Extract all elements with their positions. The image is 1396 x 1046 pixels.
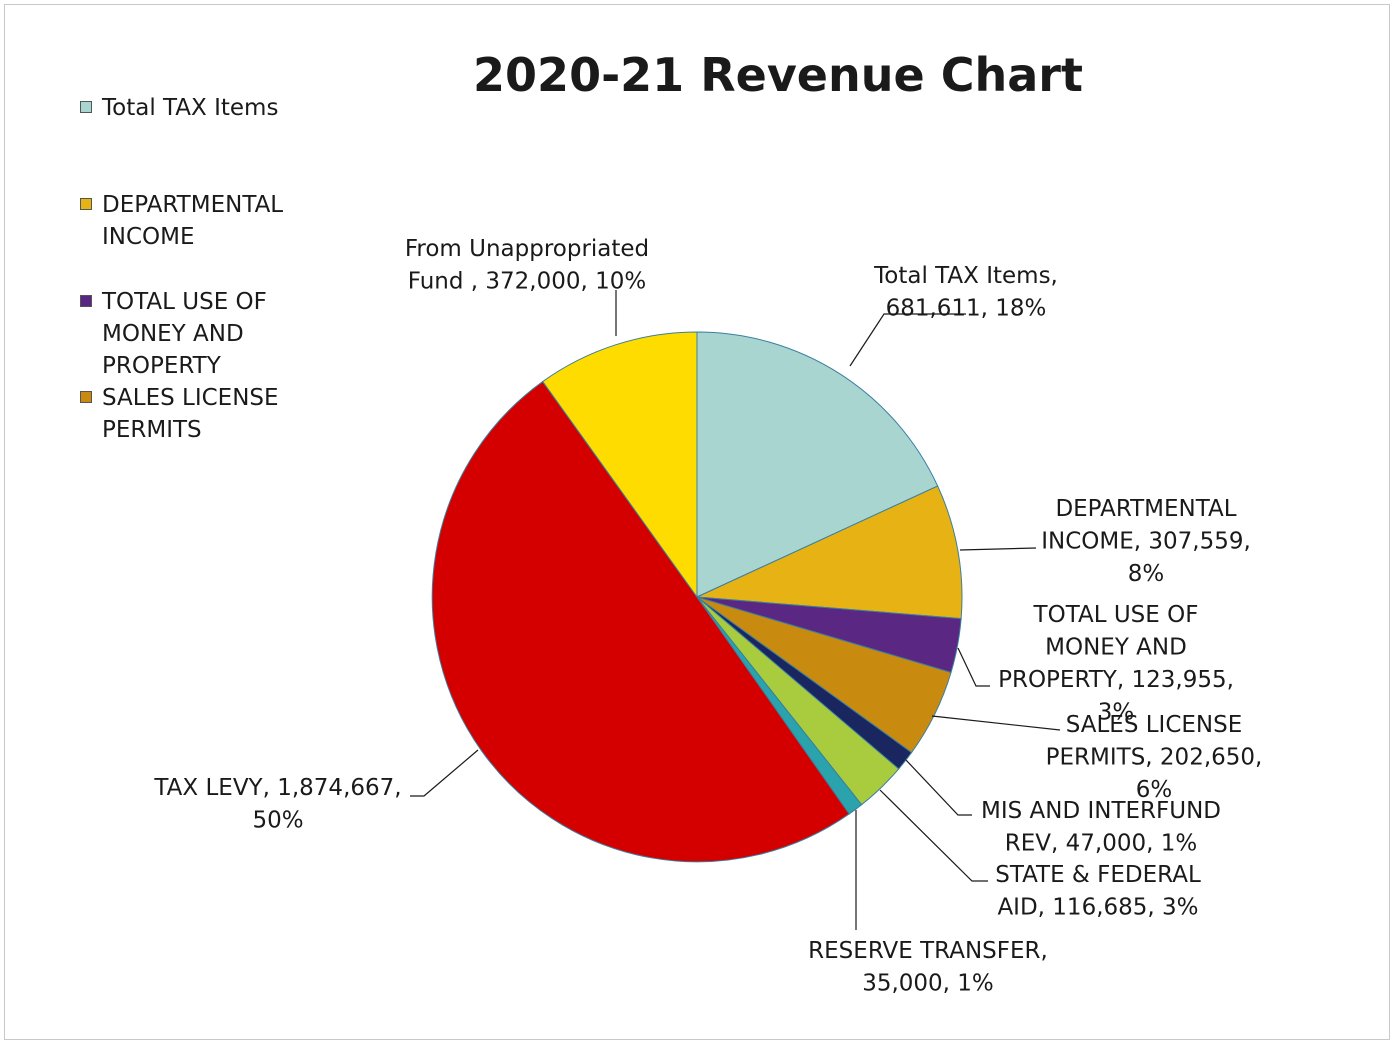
data-label-line: TAX LEVY, 1,874,667, — [153, 775, 401, 801]
legend-label-total-tax: Total TAX Items — [102, 95, 279, 121]
data-label-line: PERMITS, 202,650, — [1046, 745, 1263, 771]
data-label-line: MIS AND INTERFUND — [981, 798, 1221, 824]
chart-frame — [4, 4, 1390, 1040]
legend-item-use-of-money: TOTAL USE OF MONEY AND PROPERTY — [80, 286, 267, 382]
data-label-line: INCOME, 307,559, — [1041, 529, 1251, 555]
data-label-total-tax-items: Total TAX Items, 681,611, 18% — [873, 263, 1058, 322]
leader-line-tax-levy — [410, 749, 479, 797]
pie-slice-total-tax-items — [696, 331, 939, 598]
leader-line-state-federal-aid — [879, 789, 988, 882]
data-label-mis-and-interfund-rev: MIS AND INTERFUND REV, 47,000, 1% — [981, 798, 1221, 857]
legend-swatch-sales-license — [80, 391, 92, 403]
legend-swatch-total-tax — [80, 101, 92, 113]
pie-slice-tax-levy — [431, 380, 850, 863]
data-label-tax-levy: TAX LEVY, 1,874,667, 50% — [153, 775, 401, 834]
data-label-line: MONEY AND — [1045, 635, 1187, 661]
data-label-line: PROPERTY, 123,955, — [998, 667, 1234, 693]
data-label-state-federal-aid: STATE & FEDERAL AID, 116,685, 3% — [995, 862, 1201, 921]
leader-line-total-use-of-money-and-property — [957, 647, 990, 687]
legend-item-sales-license: SALES LICENSE PERMITS — [80, 382, 279, 446]
data-label-line: Total TAX Items, — [873, 263, 1058, 289]
data-label-line: Fund , 372,000, 10% — [408, 269, 647, 295]
data-label-line: From Unappropriated — [405, 236, 649, 262]
data-label-line: 50% — [252, 808, 303, 834]
data-label-line: 35,000, 1% — [862, 971, 994, 997]
data-label-line: RESERVE TRANSFER, — [808, 938, 1048, 964]
data-label-line: 8% — [1128, 561, 1165, 587]
legend-label-sales-license: SALES LICENSE PERMITS — [102, 385, 279, 443]
data-label-line: 6% — [1136, 777, 1173, 803]
leader-line-mis-and-interfund-rev — [905, 759, 972, 816]
legend-label-use-of-money: TOTAL USE OF MONEY AND PROPERTY — [102, 289, 267, 379]
leader-line-sales-license-permits — [931, 715, 1061, 731]
leader-line-total-tax-items — [849, 313, 966, 367]
legend-label-departmental-income: DEPARTMENTAL INCOME — [102, 192, 284, 250]
data-label-total-use-of-money-and-property: TOTAL USE OF MONEY AND PROPERTY, 123,955, 3… — [998, 602, 1234, 726]
data-label-line: AID, 116,685, 3% — [997, 895, 1198, 921]
data-label-line: 3% — [1098, 700, 1135, 726]
legend-swatch-use-of-money — [80, 295, 92, 307]
chart-title: 2020-21 Revenue Chart — [473, 48, 1083, 102]
legend-item-total-tax: Total TAX Items — [80, 92, 278, 124]
data-label-departmental-income: DEPARTMENTAL INCOME, 307,559, 8% — [1041, 496, 1251, 587]
data-label-line: DEPARTMENTAL — [1055, 496, 1236, 522]
pie-slice-departmental-income — [695, 485, 963, 620]
data-label-line: STATE & FEDERAL — [995, 862, 1201, 888]
data-label-line: 681,611, 18% — [886, 296, 1047, 322]
legend-swatch-departmental-income — [80, 198, 92, 210]
pie-slice-from-unappropriated-fund — [542, 331, 698, 599]
legend-item-departmental-income: DEPARTMENTAL INCOME — [80, 189, 283, 253]
data-label-line: TOTAL USE OF — [1033, 602, 1199, 628]
data-label-from-unappropriated-fund: From Unappropriated Fund , 372,000, 10% — [405, 236, 649, 295]
data-label-line: SALES LICENSE — [1066, 712, 1243, 738]
leader-line-departmental-income — [959, 547, 1037, 551]
data-label-line: REV, 47,000, 1% — [1005, 831, 1197, 857]
data-label-reserve-transfer: RESERVE TRANSFER, 35,000, 1% — [808, 938, 1048, 997]
data-label-sales-license-permits: SALES LICENSE PERMITS, 202,650, 6% — [1046, 712, 1263, 803]
